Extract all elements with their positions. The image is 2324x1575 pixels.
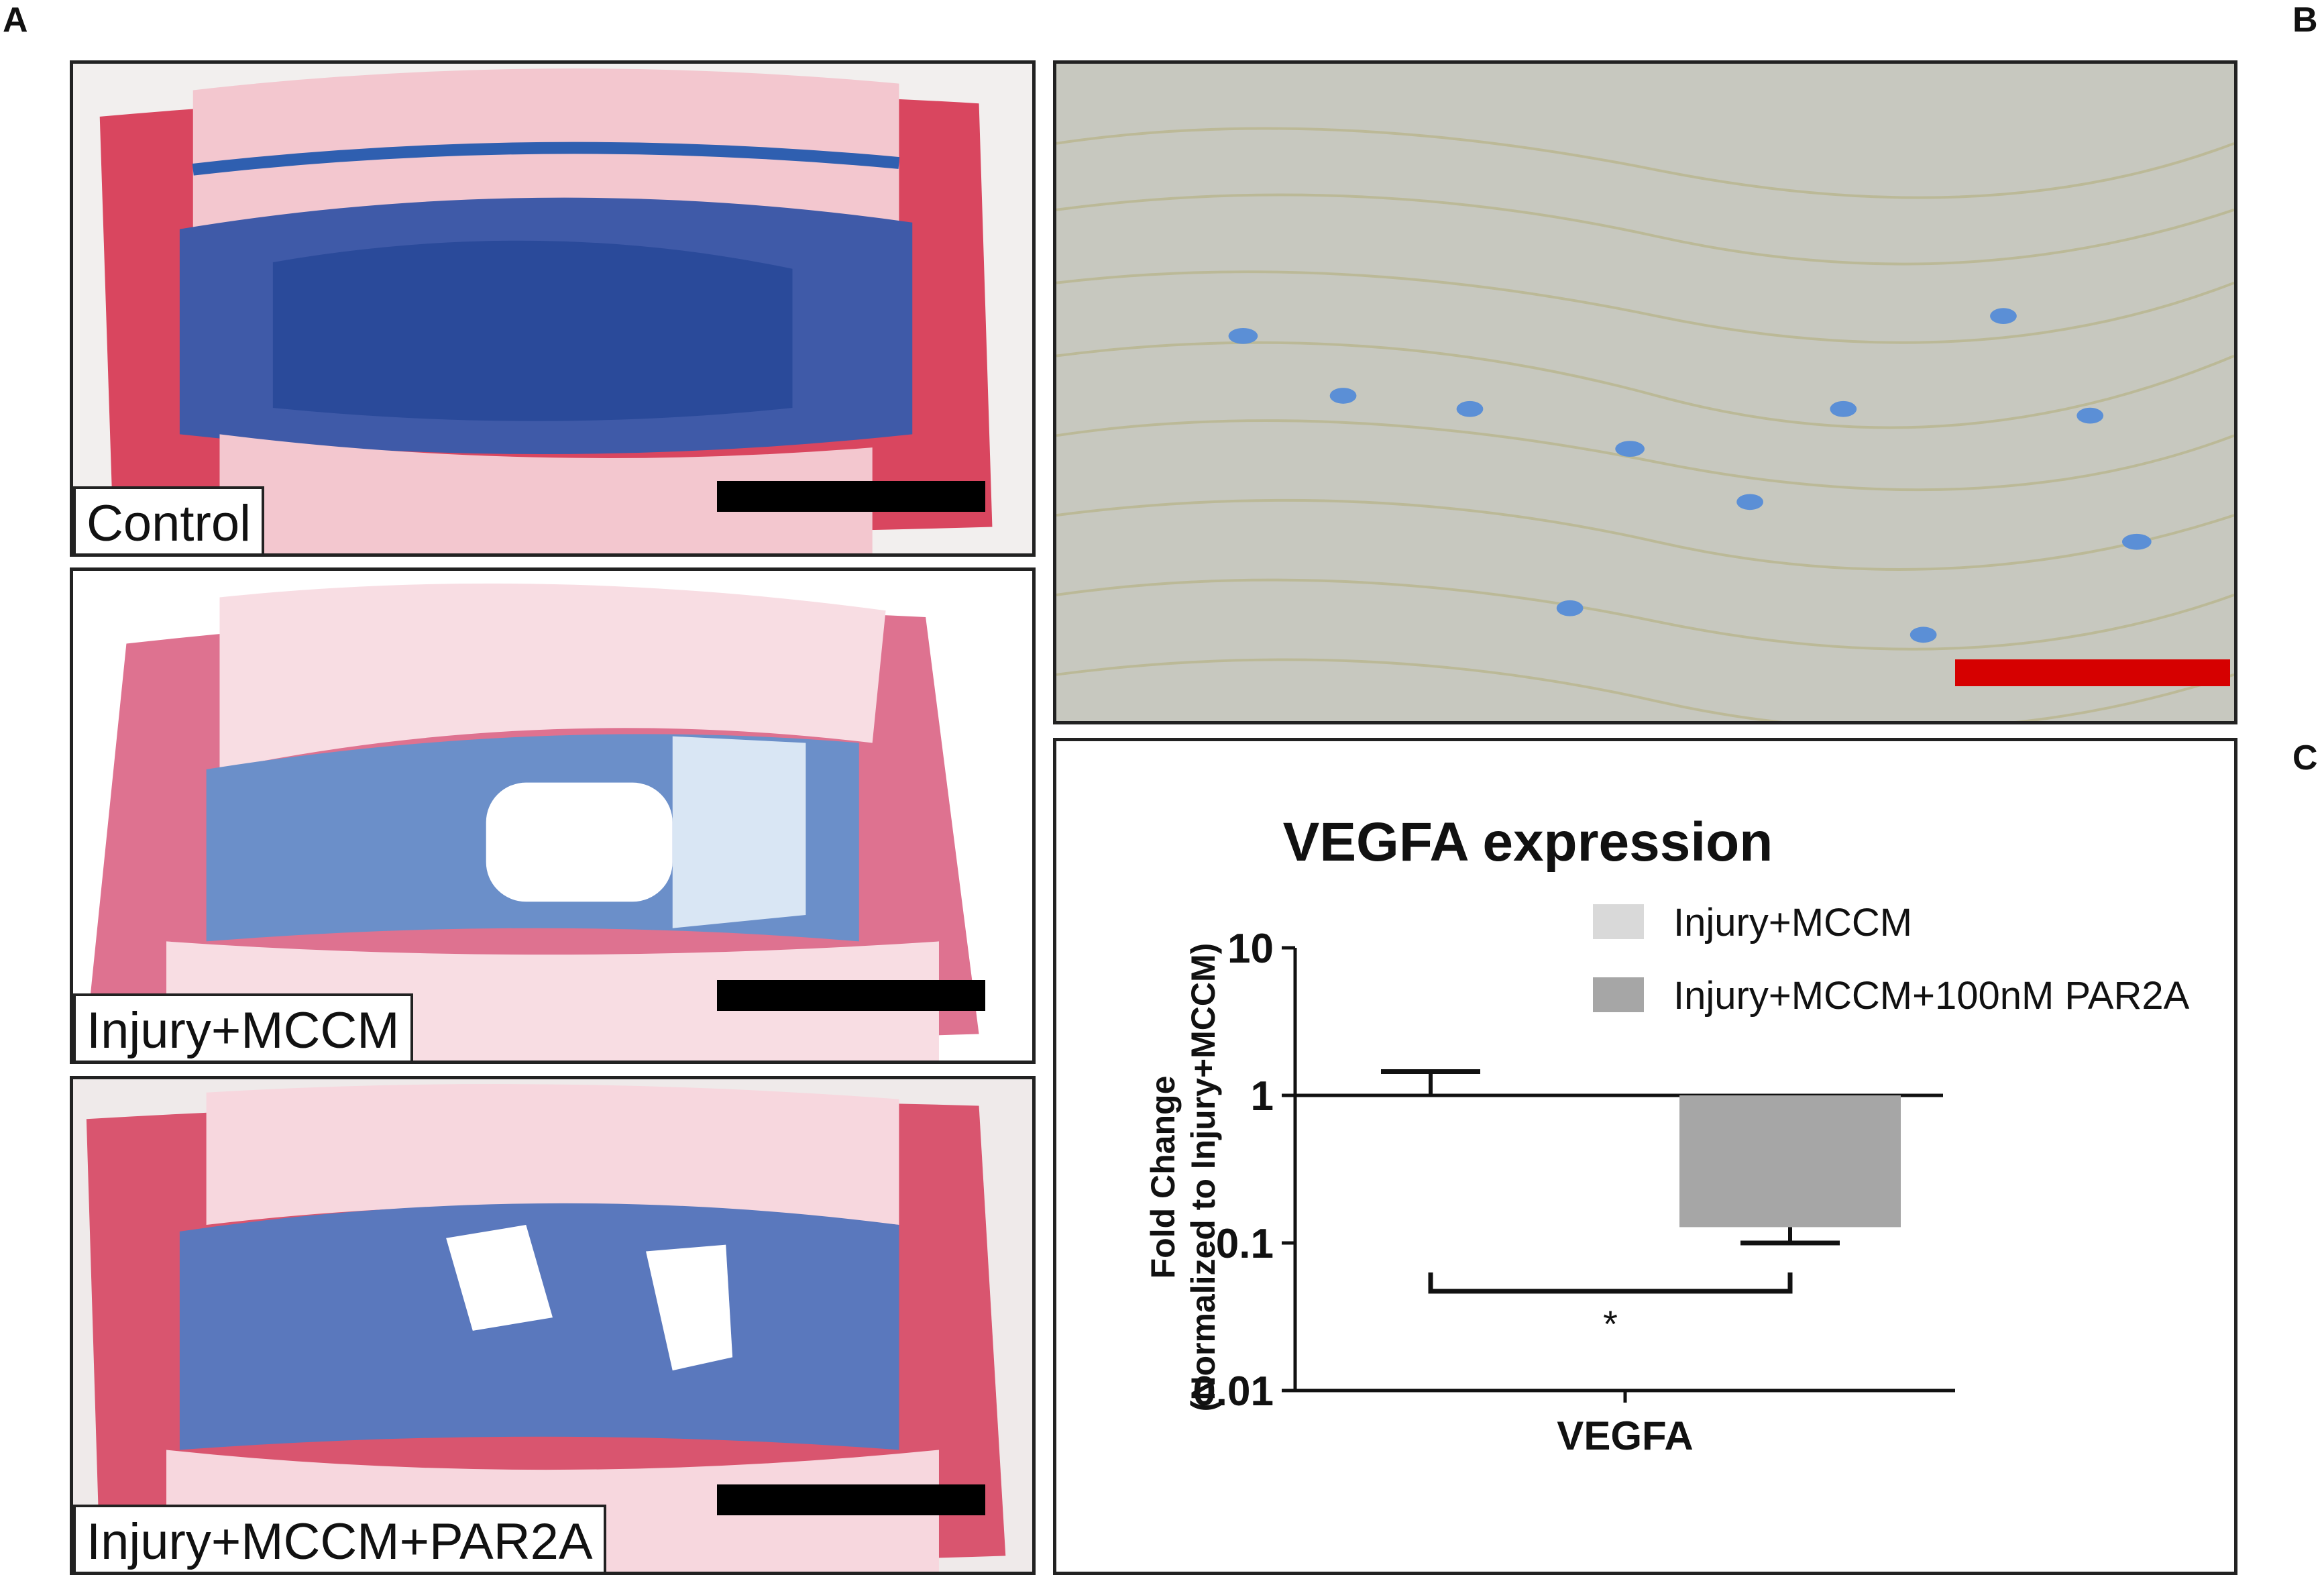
image-label-injury-mccm: Injury+MCCM bbox=[73, 993, 413, 1061]
bars bbox=[1295, 1069, 1943, 1246]
microscopy-texture bbox=[1056, 64, 2234, 721]
scale-bar-injury-mccm-par2a bbox=[717, 1484, 985, 1515]
legend-label-injury-mccm-par2a: Injury+MCCM+100nM PAR2A bbox=[1673, 974, 2190, 1018]
scale-bar-microscopy bbox=[1955, 659, 2230, 686]
significance-bracket: * bbox=[1428, 1272, 1793, 1345]
panel-letter-a: A bbox=[3, 1, 28, 40]
y-axis-label-line1: Fold Change bbox=[1144, 1076, 1182, 1279]
scale-bar-control bbox=[717, 481, 985, 512]
vegfa-chart: VEGFA expression Fold Change (Normalized… bbox=[1144, 812, 2190, 1458]
image-label-control: Control bbox=[73, 486, 264, 553]
y-tick-label: 0.01 bbox=[1193, 1368, 1274, 1415]
histology-stain-injury-mccm-par2a bbox=[73, 1079, 1032, 1572]
panel-letter-b: B bbox=[2292, 1, 2318, 40]
legend-swatch-injury-mccm bbox=[1593, 904, 1644, 939]
microscopy-image bbox=[1053, 60, 2237, 724]
legend: Injury+MCCM Injury+MCCM+100nM PAR2A bbox=[1593, 901, 2190, 1018]
histology-image-control: Control bbox=[70, 60, 1036, 557]
histology-stain-control bbox=[73, 64, 1032, 553]
chart-title: VEGFA expression bbox=[1283, 812, 1773, 873]
y-tick-label: 0.1 bbox=[1216, 1221, 1274, 1267]
histology-image-injury-mccm-par2a: Injury+MCCM+PAR2A bbox=[70, 1076, 1036, 1575]
y-axis-label-line2: (Normalized to Injury+MCCM) bbox=[1184, 943, 1222, 1412]
legend-swatch-injury-mccm-par2a bbox=[1593, 977, 1644, 1012]
bar-1 bbox=[1679, 1095, 1901, 1228]
panel-letter-c: C bbox=[2292, 739, 2318, 777]
legend-label-injury-mccm: Injury+MCCM bbox=[1673, 901, 1912, 944]
scale-bar-injury-mccm bbox=[717, 980, 985, 1011]
chart-panel: VEGFA expression Fold Change (Normalized… bbox=[1053, 738, 2237, 1575]
y-ticks: 10 1 0.1 0.01 bbox=[1193, 926, 1295, 1415]
image-label-injury-mccm-par2a: Injury+MCCM+PAR2A bbox=[73, 1505, 606, 1572]
significance-marker: * bbox=[1603, 1303, 1618, 1345]
y-tick-label: 10 bbox=[1227, 926, 1274, 972]
x-axis-category-label: VEGFA bbox=[1557, 1413, 1693, 1458]
y-axis-label: Fold Change (Normalized to Injury+MCCM) bbox=[1144, 943, 1222, 1412]
histology-image-injury-mccm: Injury+MCCM bbox=[70, 567, 1036, 1064]
histology-stain-injury-mccm bbox=[73, 571, 1032, 1061]
y-tick-label: 1 bbox=[1251, 1073, 1274, 1120]
